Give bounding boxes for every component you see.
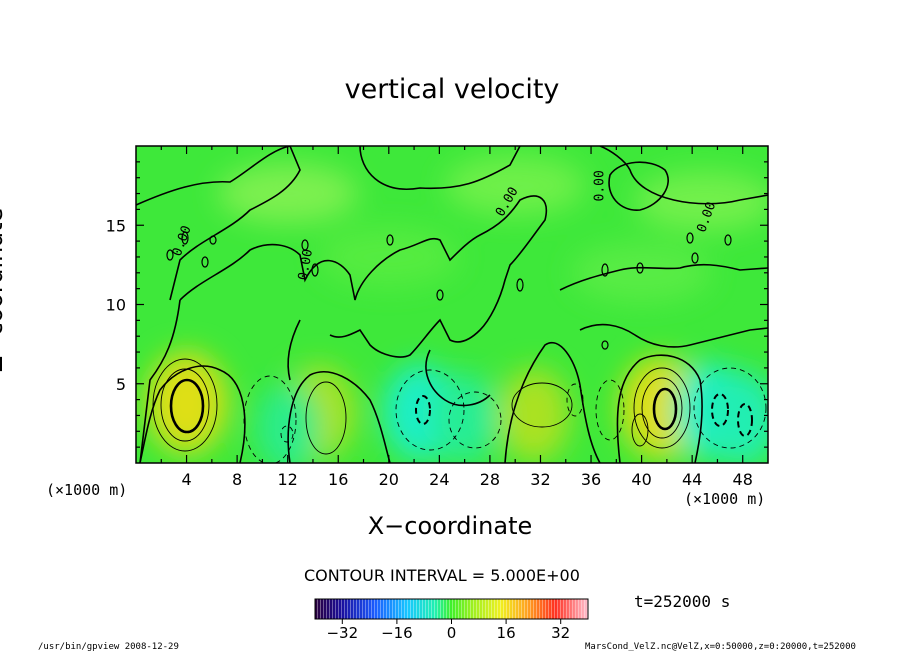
x-tick-label: 12: [278, 470, 298, 489]
x-tick-label: 16: [328, 470, 348, 489]
x-tick-label: 36: [581, 470, 601, 489]
y-tick-label: 10: [106, 296, 126, 315]
field-feature-3: [255, 383, 321, 463]
contour-label: 0.00: [593, 170, 608, 201]
x-axis-label: X−coordinate: [367, 512, 533, 540]
x-tick-label: 24: [429, 470, 449, 489]
time-label: t=252000 s: [634, 592, 731, 611]
x-tick-label: 32: [530, 470, 550, 489]
footer-left: /usr/bin/gpview 2008-12-29: [38, 642, 179, 652]
field-feature-5: [431, 373, 498, 463]
footer-right: MarsCond_VelZ.nc@VelZ,x=0:50000,z=0:2000…: [585, 642, 856, 652]
field-shade-1: [217, 163, 358, 224]
colorbar-tick-label: 0: [447, 624, 457, 642]
colorbar-tick-label: 16: [497, 624, 516, 642]
contour-interval: CONTOUR INTERVAL = 5.000E+00: [304, 566, 580, 585]
chart-title: vertical velocity: [344, 74, 560, 105]
field-feature-6: [498, 368, 570, 463]
x-tick-label: 4: [181, 470, 191, 489]
colorbar-tick-label: 32: [551, 624, 570, 642]
contour-label: 0.00: [296, 248, 316, 281]
colorbar-tick-label: −16: [381, 624, 413, 642]
x-unit-right: (×1000 m): [684, 490, 766, 508]
y-tick-label: 5: [116, 375, 126, 394]
plot-field: 0.000.00 0.000.000.00: [136, 146, 768, 463]
y-tick-label: 15: [106, 216, 126, 235]
x-tick-label: 48: [733, 470, 753, 489]
x-tick-label: 28: [480, 470, 500, 489]
x-tick-label: 20: [379, 470, 399, 489]
field-shade-2: [445, 155, 586, 216]
x-tick-label: 44: [682, 470, 702, 489]
x-unit-left: (×1000 m): [46, 481, 128, 499]
x-tick-label: 8: [232, 470, 242, 489]
colorbar-tick-label: −32: [326, 624, 358, 642]
x-tick-label: 40: [631, 470, 651, 489]
